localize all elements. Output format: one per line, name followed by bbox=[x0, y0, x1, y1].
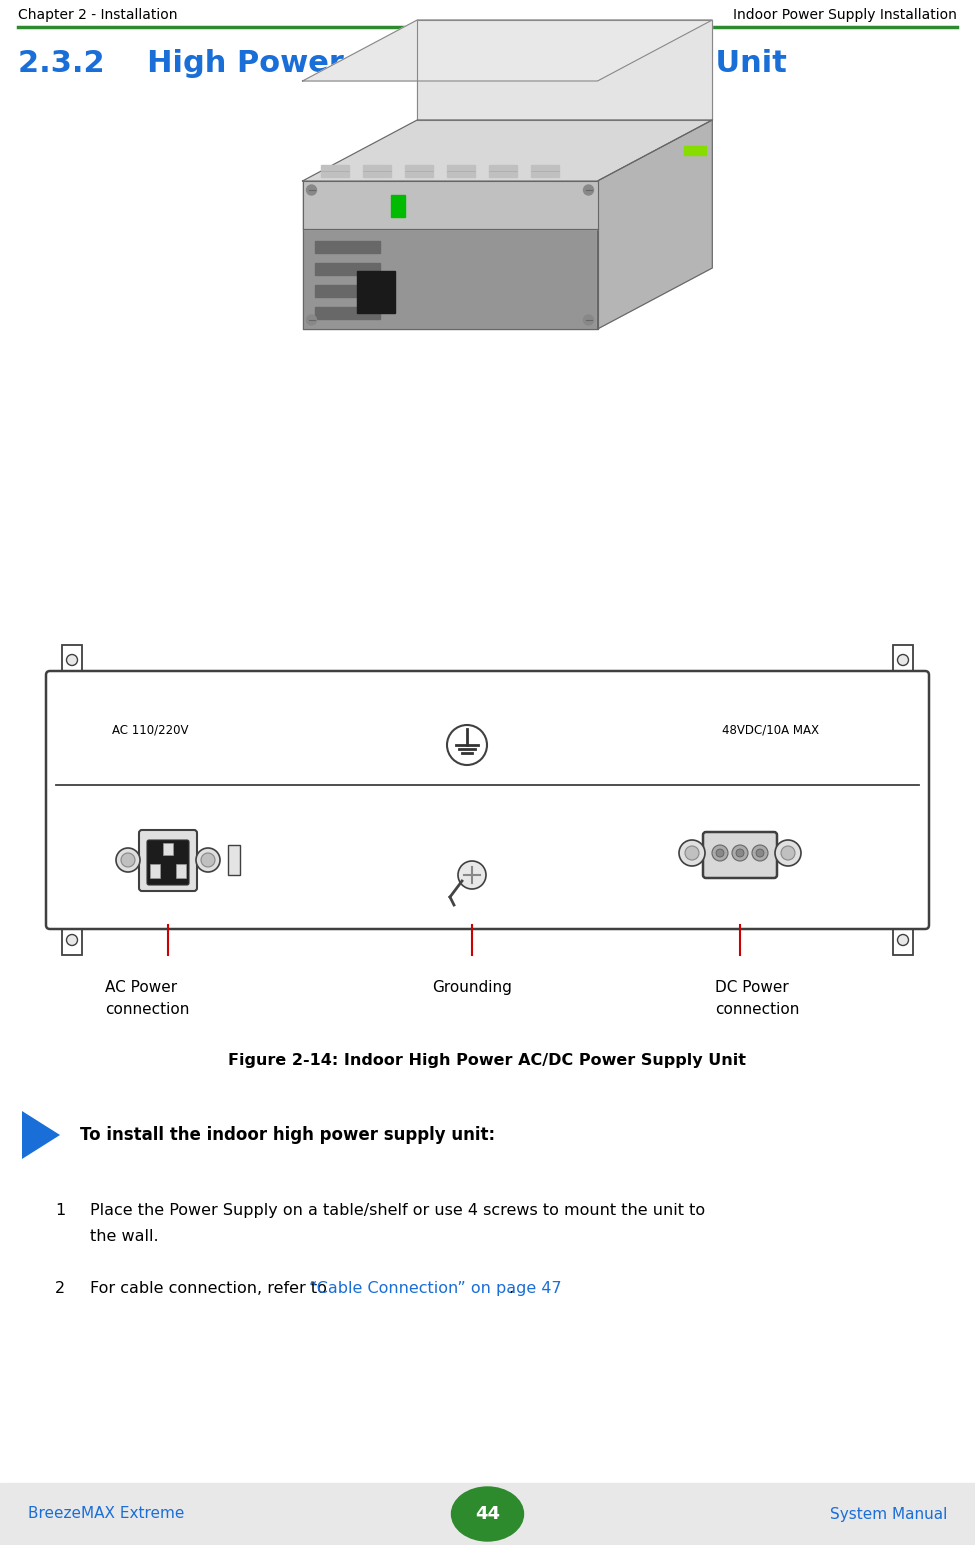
Circle shape bbox=[458, 861, 486, 888]
Text: the wall.: the wall. bbox=[90, 1228, 159, 1244]
FancyBboxPatch shape bbox=[46, 671, 929, 929]
Circle shape bbox=[898, 935, 909, 946]
Bar bbox=[163, 844, 173, 854]
Circle shape bbox=[685, 847, 699, 861]
Text: 2: 2 bbox=[55, 1281, 65, 1296]
Circle shape bbox=[712, 845, 728, 861]
Circle shape bbox=[756, 850, 764, 857]
Polygon shape bbox=[302, 20, 713, 80]
Bar bbox=[391, 195, 405, 216]
Bar bbox=[684, 147, 706, 156]
Polygon shape bbox=[302, 181, 598, 229]
Circle shape bbox=[679, 840, 705, 867]
Bar bbox=[62, 925, 82, 955]
Bar bbox=[530, 165, 559, 178]
Bar bbox=[363, 165, 391, 178]
Text: 48VDC/10A MAX: 48VDC/10A MAX bbox=[722, 723, 818, 737]
Circle shape bbox=[66, 935, 77, 946]
FancyBboxPatch shape bbox=[703, 833, 777, 878]
Circle shape bbox=[736, 850, 744, 857]
Text: System Manual: System Manual bbox=[830, 1506, 947, 1522]
FancyBboxPatch shape bbox=[147, 840, 189, 885]
Circle shape bbox=[716, 850, 724, 857]
Polygon shape bbox=[598, 121, 713, 329]
Circle shape bbox=[447, 725, 487, 765]
Circle shape bbox=[306, 185, 317, 195]
Text: For cable connection, refer to: For cable connection, refer to bbox=[90, 1281, 337, 1296]
Circle shape bbox=[116, 848, 140, 871]
Text: AC 110/220V: AC 110/220V bbox=[112, 723, 188, 737]
Polygon shape bbox=[302, 121, 713, 181]
Text: Chapter 2 - Installation: Chapter 2 - Installation bbox=[18, 8, 177, 22]
Bar bbox=[405, 165, 433, 178]
Bar bbox=[357, 270, 395, 314]
Polygon shape bbox=[22, 1111, 60, 1159]
Text: connection: connection bbox=[105, 1003, 189, 1017]
Bar bbox=[893, 925, 913, 955]
Bar bbox=[228, 845, 240, 874]
Circle shape bbox=[583, 185, 594, 195]
Bar bbox=[321, 165, 348, 178]
Text: AC Power: AC Power bbox=[105, 980, 177, 995]
Circle shape bbox=[781, 847, 795, 861]
Text: .: . bbox=[508, 1281, 513, 1296]
Text: Indoor Power Supply Installation: Indoor Power Supply Installation bbox=[733, 8, 957, 22]
Circle shape bbox=[306, 315, 317, 324]
Circle shape bbox=[898, 655, 909, 666]
Text: 1: 1 bbox=[55, 1204, 65, 1217]
Bar bbox=[447, 165, 475, 178]
Text: connection: connection bbox=[715, 1003, 799, 1017]
Text: 2.3.2    High Power AC/DC Power Supply Unit: 2.3.2 High Power AC/DC Power Supply Unit bbox=[18, 48, 787, 77]
Bar bbox=[488, 165, 517, 178]
Text: 44: 44 bbox=[475, 1505, 500, 1523]
Text: “Cable Connection” on page 47: “Cable Connection” on page 47 bbox=[309, 1281, 562, 1296]
Text: Figure 2-14: Indoor High Power AC/DC Power Supply Unit: Figure 2-14: Indoor High Power AC/DC Pow… bbox=[228, 1052, 747, 1068]
Bar bbox=[315, 307, 379, 318]
Bar bbox=[176, 864, 186, 878]
Bar bbox=[893, 644, 913, 675]
Text: To install the indoor high power supply unit:: To install the indoor high power supply … bbox=[80, 1126, 495, 1143]
Bar bbox=[315, 263, 379, 275]
Circle shape bbox=[583, 315, 594, 324]
Polygon shape bbox=[417, 20, 713, 121]
Circle shape bbox=[196, 848, 220, 871]
Circle shape bbox=[732, 845, 748, 861]
Text: BreezeMAX Extreme: BreezeMAX Extreme bbox=[28, 1506, 184, 1522]
Text: Place the Power Supply on a table/shelf or use 4 screws to mount the unit to: Place the Power Supply on a table/shelf … bbox=[90, 1204, 705, 1217]
Text: Grounding: Grounding bbox=[432, 980, 512, 995]
Polygon shape bbox=[302, 181, 598, 329]
Circle shape bbox=[201, 853, 215, 867]
Circle shape bbox=[121, 853, 135, 867]
Bar bbox=[62, 644, 82, 675]
FancyBboxPatch shape bbox=[139, 830, 197, 891]
Ellipse shape bbox=[451, 1486, 524, 1540]
Circle shape bbox=[775, 840, 801, 867]
Circle shape bbox=[752, 845, 768, 861]
Bar bbox=[150, 864, 160, 878]
Text: DC Power: DC Power bbox=[715, 980, 789, 995]
Bar bbox=[315, 241, 379, 253]
Bar bbox=[0, 1483, 975, 1545]
Circle shape bbox=[66, 655, 77, 666]
Bar bbox=[315, 284, 379, 297]
